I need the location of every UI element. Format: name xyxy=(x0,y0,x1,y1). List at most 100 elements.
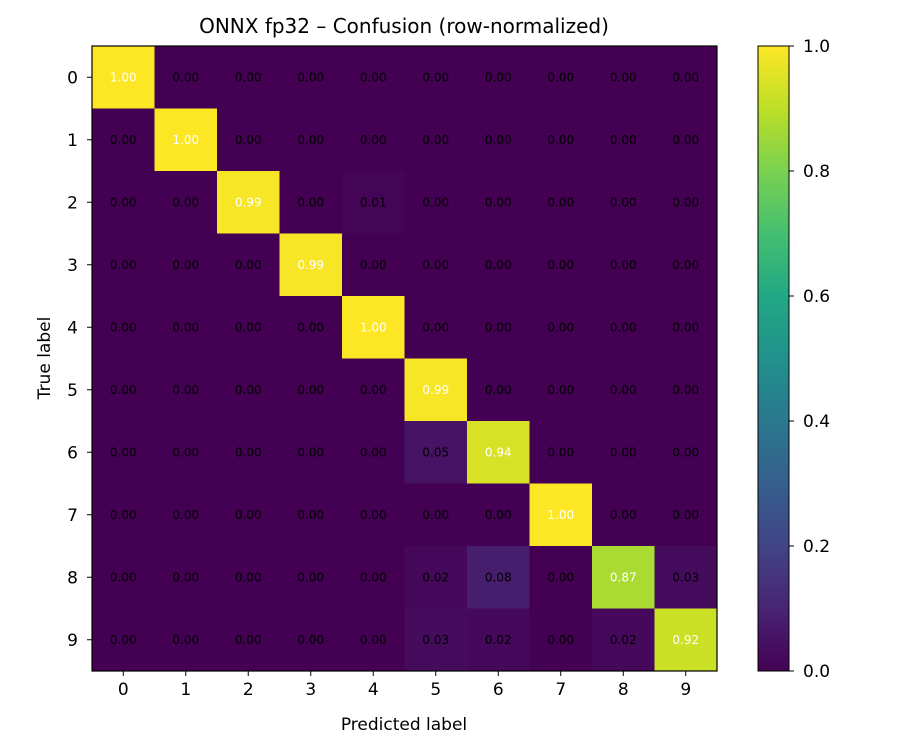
heatmap-cell xyxy=(154,358,218,422)
heatmap-cell xyxy=(529,421,593,484)
colorbar-tick-label: 0.0 xyxy=(803,662,830,682)
heatmap-cell xyxy=(342,546,405,609)
heatmap-cell xyxy=(404,296,468,359)
heatmap-cell xyxy=(467,421,530,484)
cell-value-label: 0.00 xyxy=(422,508,449,522)
heatmap-cell xyxy=(467,46,530,109)
cell-value-label: 0.00 xyxy=(172,383,199,397)
cell-value-label: 0.00 xyxy=(610,133,637,147)
cell-value-label: 0.00 xyxy=(485,258,512,272)
heatmap-cell xyxy=(92,358,155,422)
heatmap-cell xyxy=(279,296,343,359)
heatmap-cell xyxy=(467,296,530,359)
cell-value-label: 0.00 xyxy=(610,383,637,397)
cell-value-label: 1.00 xyxy=(110,70,137,84)
cell-value-label: 0.00 xyxy=(672,258,699,272)
colorbar-tick-label: 0.2 xyxy=(803,537,830,557)
heatmap-cell xyxy=(529,108,593,172)
cell-value-label: 0.00 xyxy=(172,70,199,84)
cell-value-label: 0.00 xyxy=(422,133,449,147)
heatmap-cell xyxy=(404,233,468,297)
heatmap-cell xyxy=(154,233,218,297)
cell-value-label: 0.00 xyxy=(297,383,324,397)
cell-value-label: 0.00 xyxy=(172,445,199,459)
heatmap-cell xyxy=(217,421,280,484)
heatmap-cell xyxy=(217,46,280,109)
heatmap-cell xyxy=(342,46,405,109)
x-tick-label: 8 xyxy=(618,680,629,700)
heatmap-cell xyxy=(92,108,155,172)
heatmap-cell xyxy=(654,421,718,484)
heatmap-cells: 1.00 0.00 0.00 0.00 0.00 0.00 0.00 0.00 0.00 0.00… xyxy=(92,46,718,672)
heatmap-cell xyxy=(529,233,593,297)
cell-value-label: 0.00 xyxy=(110,633,137,647)
cell-value-label: 0.00 xyxy=(297,570,324,584)
x-tick-label: 9 xyxy=(680,680,691,700)
heatmap-cell xyxy=(279,546,343,609)
heatmap-cell xyxy=(154,421,218,484)
cell-value-label: 0.00 xyxy=(672,383,699,397)
cell-value-label: 0.00 xyxy=(672,195,699,209)
heatmap-cell xyxy=(654,108,718,172)
colorbar-tick-label: 0.6 xyxy=(803,287,830,307)
cell-value-label: 0.99 xyxy=(422,383,449,397)
cell-value-label: 0.03 xyxy=(422,633,449,647)
cell-value-label: 0.00 xyxy=(547,383,574,397)
heatmap-cell xyxy=(279,358,343,422)
heatmap-cell xyxy=(467,108,530,172)
heatmap-cell xyxy=(404,483,468,547)
cell-value-label: 0.00 xyxy=(297,70,324,84)
cell-value-label: 0.00 xyxy=(547,258,574,272)
cell-value-label: 0.00 xyxy=(110,445,137,459)
cell-value-label: 0.00 xyxy=(610,258,637,272)
y-tick-label: 0 xyxy=(67,68,78,88)
cell-value-label: 0.00 xyxy=(360,258,387,272)
heatmap-cell xyxy=(529,358,593,422)
cell-value-label: 0.00 xyxy=(297,320,324,334)
x-tick-label: 2 xyxy=(243,680,254,700)
cell-value-label: 0.00 xyxy=(235,133,262,147)
cell-value-label: 0.00 xyxy=(110,195,137,209)
heatmap-cell xyxy=(592,546,655,609)
x-tick-label: 7 xyxy=(555,680,566,700)
heatmap-cell xyxy=(404,546,468,609)
heatmap-cell xyxy=(404,358,468,422)
cell-value-label: 0.02 xyxy=(610,633,637,647)
x-axis-ticks: 0 1 2 3 4 5 6 7 8 9 xyxy=(118,671,691,700)
cell-value-label: 0.00 xyxy=(235,570,262,584)
cell-value-label: 0.00 xyxy=(360,133,387,147)
cell-value-label: 0.00 xyxy=(360,633,387,647)
cell-value-label: 0.00 xyxy=(110,320,137,334)
heatmap-cell xyxy=(342,171,405,234)
cell-value-label: 0.05 xyxy=(422,445,449,459)
cell-value-label: 0.00 xyxy=(360,508,387,522)
cell-value-label: 0.00 xyxy=(297,195,324,209)
heatmap-cell xyxy=(92,546,155,609)
heatmap-cell xyxy=(279,421,343,484)
cell-value-label: 0.87 xyxy=(610,570,637,584)
heatmap-cell xyxy=(217,608,280,672)
heatmap-cell xyxy=(404,46,468,109)
y-tick-label: 1 xyxy=(67,131,78,151)
heatmap-cell xyxy=(529,171,593,234)
heatmap-cell xyxy=(279,483,343,547)
heatmap-cell xyxy=(217,546,280,609)
cell-value-label: 0.00 xyxy=(485,508,512,522)
cell-value-label: 0.00 xyxy=(235,508,262,522)
heatmap-cell xyxy=(154,546,218,609)
x-tick-label: 6 xyxy=(493,680,504,700)
heatmap-cell xyxy=(529,296,593,359)
colorbar-ticks: 0.0 0.2 0.4 0.6 0.8 1.0 xyxy=(789,37,830,682)
heatmap-cell xyxy=(654,483,718,547)
y-tick-label: 7 xyxy=(67,506,78,526)
heatmap-cell xyxy=(592,358,655,422)
cell-value-label: 0.00 xyxy=(110,258,137,272)
colorbar-tick-label: 1.0 xyxy=(803,37,830,57)
heatmap-cell xyxy=(467,171,530,234)
cell-value-label: 0.00 xyxy=(610,70,637,84)
chart-title: ONNX fp32 – Confusion (row-normalized) xyxy=(199,14,609,38)
heatmap-cell xyxy=(342,421,405,484)
cell-value-label: 0.99 xyxy=(235,195,262,209)
heatmap-cell xyxy=(92,296,155,359)
